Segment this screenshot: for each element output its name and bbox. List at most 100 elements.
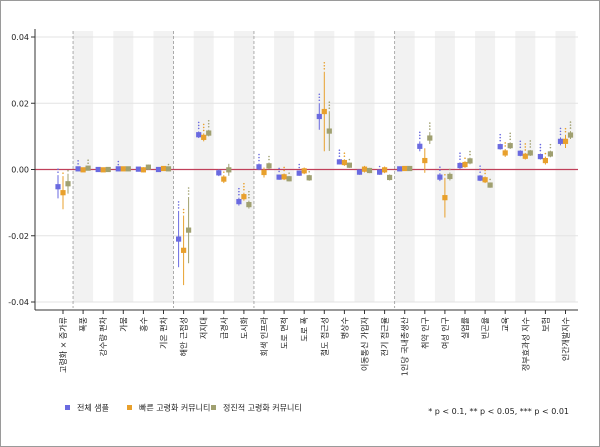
significance-star <box>509 138 512 141</box>
significance-star <box>564 127 567 130</box>
significance-star <box>258 153 260 156</box>
category-band <box>555 31 576 302</box>
x-tick-label: 여성 인구 <box>440 317 450 349</box>
x-tick-label: 가뭄 <box>119 317 128 332</box>
significance-star <box>444 173 446 176</box>
significance-star <box>464 157 466 160</box>
data-point <box>160 165 167 172</box>
significance-star <box>469 153 471 156</box>
significance-star <box>323 67 326 70</box>
x-tick-label: 이동통신 가입자 <box>360 316 370 371</box>
data-point <box>115 166 121 172</box>
x-tick-label: 기온 편차 <box>159 316 169 349</box>
significance-star <box>338 152 341 155</box>
significance-star <box>504 145 507 147</box>
data-point <box>60 190 66 196</box>
significance-star <box>559 130 562 133</box>
significance-star <box>484 169 486 172</box>
data-point <box>462 161 468 168</box>
data-point <box>482 177 488 183</box>
data-point <box>346 162 352 168</box>
significance-star <box>238 187 240 190</box>
significance-star <box>268 155 270 158</box>
significance-star <box>569 127 572 129</box>
data-point <box>321 108 327 115</box>
significance-star <box>318 99 321 102</box>
significance-star <box>187 190 190 192</box>
data-point <box>567 132 574 138</box>
data-point <box>286 176 292 182</box>
significance-star <box>343 155 346 158</box>
data-point <box>276 174 282 180</box>
significance-star <box>87 159 89 161</box>
significance-star <box>524 146 527 148</box>
significance-star <box>283 169 285 172</box>
data-point <box>336 159 342 165</box>
significance-star <box>177 204 180 206</box>
category-band <box>434 31 455 302</box>
x-tick-label: 인간개발지수 <box>561 317 571 361</box>
data-point <box>216 170 222 176</box>
data-point <box>467 158 473 164</box>
data-point <box>176 236 182 242</box>
significance-star <box>459 155 461 158</box>
data-point <box>125 166 131 172</box>
significance-star <box>182 208 185 211</box>
category-band <box>233 31 254 302</box>
significance-star <box>539 149 542 152</box>
data-point <box>55 184 61 190</box>
x-tick-label: 병상수 <box>339 317 349 339</box>
x-tick-label: 1인당 국내총생산 <box>400 316 410 376</box>
y-tick-label: 0.02 <box>11 99 29 108</box>
data-point <box>377 169 383 175</box>
legend-swatch <box>65 405 70 410</box>
significance-star <box>419 131 421 134</box>
significance-star <box>519 146 522 149</box>
data-point <box>85 165 91 171</box>
significance-star <box>429 122 431 124</box>
significance-star <box>419 137 421 140</box>
data-point <box>196 132 202 138</box>
significance-star <box>504 142 507 144</box>
data-point <box>75 166 81 172</box>
significance-star <box>544 152 547 155</box>
significance-star <box>248 196 250 199</box>
significance-star <box>298 163 301 166</box>
significance-star <box>258 156 260 159</box>
data-point <box>226 167 232 173</box>
category-band <box>193 31 214 302</box>
category-band <box>515 31 536 302</box>
data-point <box>361 166 368 172</box>
significance-star <box>238 190 240 193</box>
x-tick-label: 도로 면적 <box>279 317 289 349</box>
significance-star <box>338 155 341 158</box>
significance-star <box>564 130 567 133</box>
significance-star <box>187 193 190 195</box>
data-point <box>397 166 403 172</box>
data-point <box>241 194 247 200</box>
significance-star <box>348 158 351 161</box>
x-tick-label: 고령화 × 증가류 <box>59 317 68 373</box>
data-point <box>562 138 569 144</box>
significance-star <box>499 139 502 142</box>
x-tick-label: 도로 폭 <box>300 317 309 342</box>
category-band <box>475 31 496 302</box>
significance-star <box>479 168 481 170</box>
data-point <box>256 164 262 170</box>
significance-star <box>499 136 502 139</box>
significance-star <box>439 169 441 171</box>
significance-star <box>459 152 461 155</box>
significance-star <box>539 143 542 146</box>
x-tick-label: 전기 접근율 <box>380 317 390 356</box>
data-point <box>387 174 393 181</box>
significance-star <box>177 207 180 209</box>
data-point <box>497 144 503 150</box>
significance-star <box>62 172 64 174</box>
significance-star <box>429 125 431 127</box>
significance-star <box>202 129 205 132</box>
x-tick-label: 폭풍 <box>79 317 88 332</box>
x-tick-labels: 고령화 × 증가류 폭풍 강수량 편차 가뭄 홍수 기온 편차 해안 근접성 저지대 급경사 도시… <box>59 316 571 376</box>
significance-star <box>469 150 471 153</box>
significance-star <box>298 166 301 169</box>
